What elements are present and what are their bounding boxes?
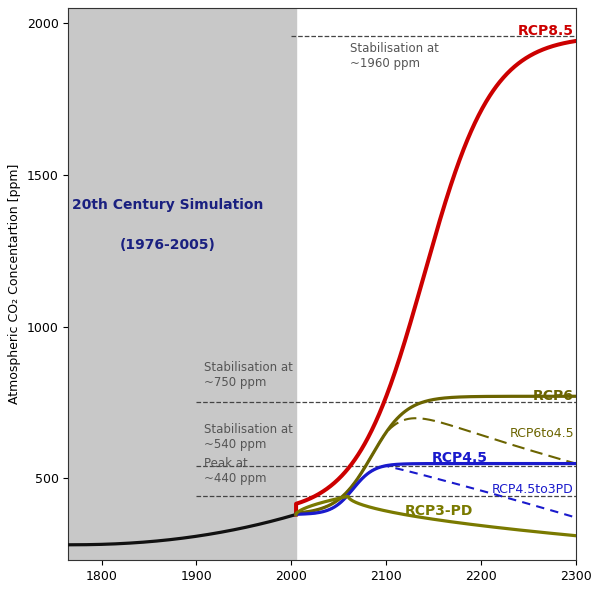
- Text: Peak at
~440 ppm: Peak at ~440 ppm: [204, 457, 266, 485]
- Text: 20th Century Simulation: 20th Century Simulation: [73, 199, 264, 212]
- Text: Stabilisation at
~1960 ppm: Stabilisation at ~1960 ppm: [350, 42, 439, 70]
- Text: RCP6: RCP6: [533, 389, 574, 403]
- Text: RCP3-PD: RCP3-PD: [405, 504, 473, 518]
- Text: (1976-2005): (1976-2005): [120, 238, 216, 252]
- Text: RCP4.5: RCP4.5: [431, 452, 488, 465]
- Text: RCP8.5: RCP8.5: [518, 24, 574, 38]
- Text: Stabilisation at
~750 ppm: Stabilisation at ~750 ppm: [204, 361, 293, 389]
- Text: RCP6to4.5: RCP6to4.5: [509, 427, 574, 440]
- Y-axis label: Atmospheric CO₂ Concentartion [ppm]: Atmospheric CO₂ Concentartion [ppm]: [8, 164, 22, 404]
- Bar: [68, 8, 296, 560]
- Text: Stabilisation at
~540 ppm: Stabilisation at ~540 ppm: [204, 423, 293, 452]
- Text: RCP4.5to3PD: RCP4.5to3PD: [492, 483, 574, 496]
